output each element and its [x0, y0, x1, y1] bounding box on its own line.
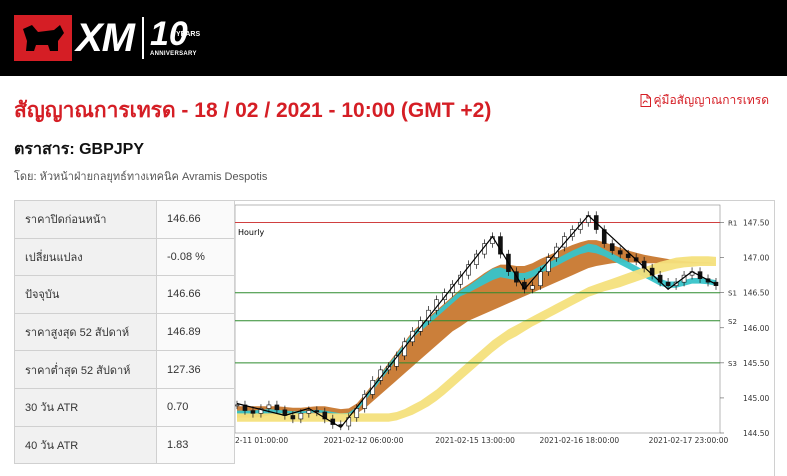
- logo-divider: [142, 17, 144, 59]
- candle-body: [234, 404, 240, 407]
- stat-value: 146.66: [156, 275, 235, 314]
- candle-body: [314, 410, 320, 413]
- candle-body: [577, 222, 583, 230]
- stat-value: 127.36: [156, 350, 235, 389]
- candle-body: [394, 355, 399, 367]
- stat-label: ราคาต่ำสุด 52 สัปดาห์: [14, 350, 157, 389]
- candle-body: [250, 410, 256, 414]
- stat-label: ปัจจุบัน: [14, 275, 157, 314]
- candle-body: [617, 250, 623, 255]
- candle-body: [354, 408, 360, 418]
- guide-link[interactable]: คู่มือสัญญาณการเทรด: [640, 91, 770, 110]
- y-tick-label: 146.50: [743, 289, 769, 298]
- x-tick-label: 2021-02-15 13:00:00: [435, 436, 515, 445]
- candle-body: [530, 285, 535, 290]
- y-tick-label: 146.00: [743, 324, 769, 333]
- candle-body: [426, 309, 431, 322]
- chart-svg: R1 S1 S2 S3 147.50 147.00 146.50 146.00 145.50 14…: [234, 204, 769, 445]
- price-chart: R1 S1 S2 S3 147.50 147.00 146.50 146.00 145.50 14…: [234, 200, 775, 476]
- stat-label: 40 วัน ATR: [14, 425, 157, 465]
- author-line: โดย: หัวหน้าฝ่ายกลยุทธ์ทางเทคนิค Avramis…: [14, 171, 268, 183]
- stat-value: 0.70: [156, 387, 235, 427]
- x-tick-label: 2021-02-12 06:00:00: [324, 436, 404, 445]
- candle-body: [538, 271, 543, 286]
- y-tick-label: 144.50: [743, 429, 769, 438]
- stats-table: ราคาปิดก่อนหน้า 146.66 เปลี่ยนแปลง -0.08 % ป…: [14, 200, 235, 465]
- candle-body: [266, 404, 272, 409]
- candle-body: [258, 408, 264, 414]
- stat-label: เปลี่ยนแปลง: [14, 237, 157, 277]
- level-label-s3: S3: [728, 360, 737, 368]
- candle-body: [298, 413, 304, 420]
- candle-body: [562, 236, 567, 248]
- y-tick-label: 145.00: [743, 394, 769, 403]
- stat-label: 30 วัน ATR: [14, 387, 157, 427]
- bull-emblem-icon: [14, 15, 72, 61]
- stat-value: -0.08 %: [156, 237, 235, 277]
- y-tick-label: 147.50: [743, 219, 769, 228]
- stat-value: 1.83: [156, 425, 235, 465]
- stat-value: 146.66: [156, 200, 235, 239]
- stat-label: ราคาสูงสุด 52 สัปดาห์: [14, 312, 157, 352]
- instrument-heading: ตราสาร: GBPJPY: [14, 141, 144, 158]
- anniversary-number: 10: [150, 15, 188, 53]
- chart-timeframe-label: Hourly: [238, 228, 264, 237]
- stats-row: ราคาปิดก่อนหน้า 146.66: [14, 200, 235, 239]
- level-label-r1: R1: [728, 220, 737, 228]
- plot-area: [234, 204, 721, 434]
- page-title: สัญญาณการเทรด - 18 / 02 / 2021 - 10:00 (…: [14, 99, 492, 122]
- site-header: XM 10 YEARS ANNIVERSARY: [0, 0, 787, 76]
- candle-body: [322, 411, 328, 420]
- stat-label: ราคาปิดก่อนหน้า: [14, 200, 157, 239]
- y-tick-label: 145.50: [743, 359, 769, 368]
- candle-body: [625, 253, 631, 258]
- xm-logo[interactable]: XM 10 YEARS ANNIVERSARY: [14, 14, 210, 62]
- anniversary-badge: 10 YEARS ANNIVERSARY: [150, 15, 210, 61]
- stats-row: ราคาสูงสุด 52 สัปดาห์ 146.89: [14, 312, 235, 352]
- pdf-icon: [640, 94, 651, 107]
- level-label-s2: S2: [728, 318, 737, 326]
- candle-body: [418, 320, 423, 332]
- stats-row: 30 วัน ATR 0.70: [14, 387, 235, 427]
- x-tick-label: 2021-02-16 18:00:00: [540, 436, 620, 445]
- candle-body: [362, 394, 368, 409]
- y-tick-label: 147.00: [743, 254, 769, 263]
- stats-row: ราคาต่ำสุด 52 สัปดาห์ 127.36: [14, 350, 235, 389]
- candle-body: [274, 404, 280, 411]
- candle-body: [290, 415, 296, 420]
- logo-text: XM: [76, 15, 135, 60]
- x-tick-label: 2021-02-17 23:00:00: [649, 436, 729, 445]
- candle-body: [665, 281, 671, 286]
- level-label-s1: S1: [728, 290, 737, 298]
- candle-body: [609, 243, 615, 251]
- stats-row: 40 วัน ATR 1.83: [14, 425, 235, 465]
- x-tick-label: 2-11 01:00:00: [235, 436, 288, 445]
- stats-row: เปลี่ยนแปลง -0.08 %: [14, 237, 235, 277]
- anniversary-label: ANNIVERSARY: [150, 51, 197, 57]
- stat-value: 146.89: [156, 312, 235, 352]
- anniversary-years: YEARS: [176, 31, 201, 38]
- zigzag-line: [236, 214, 717, 429]
- guide-link-label: คู่มือสัญญาณการเทรด: [653, 93, 770, 107]
- stats-row: ปัจจุบัน 146.66: [14, 275, 235, 314]
- candle-body: [306, 410, 312, 414]
